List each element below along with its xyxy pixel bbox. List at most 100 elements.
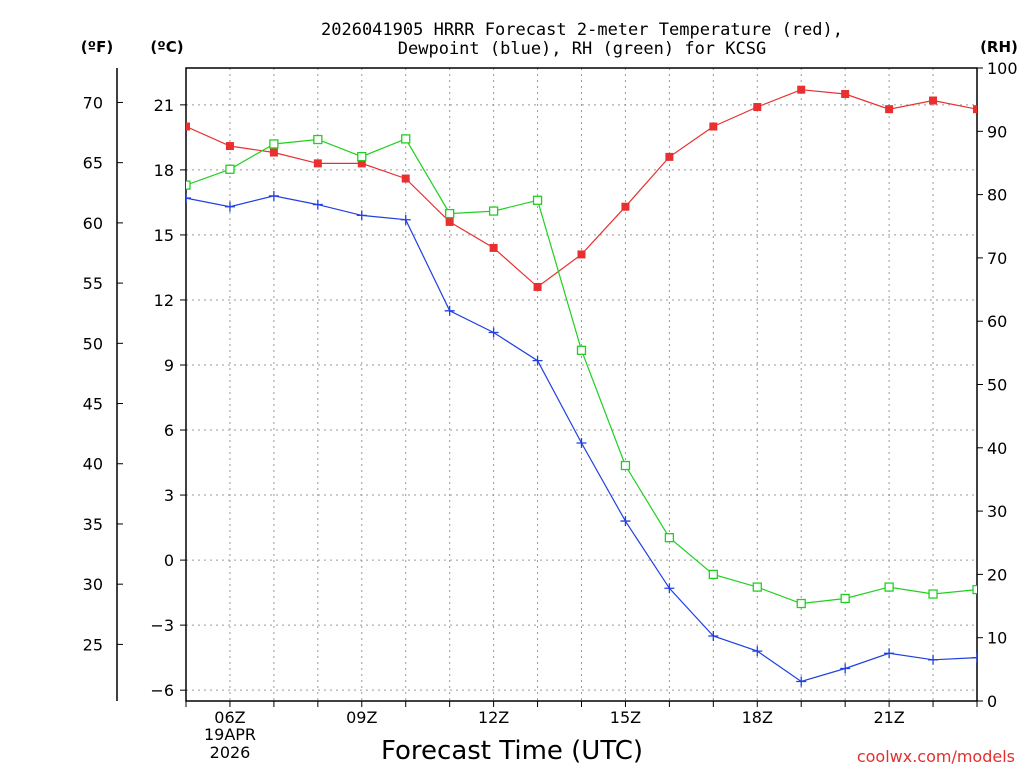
celsius-tick-label: 21 bbox=[154, 96, 174, 115]
celsius-tick-label: −3 bbox=[150, 616, 174, 635]
series-dewpoint bbox=[186, 190, 977, 687]
celsius-tick-label: 18 bbox=[154, 161, 174, 180]
rh-point bbox=[401, 134, 411, 144]
date-label-year: 2026 bbox=[210, 743, 251, 762]
celsius-tick-label: 15 bbox=[154, 226, 174, 245]
temperature-point bbox=[357, 159, 366, 168]
time-tick-label: 09Z bbox=[346, 708, 377, 727]
time-tick-label: 06Z bbox=[214, 708, 245, 727]
fahrenheit-tick-label: 45 bbox=[83, 395, 103, 414]
temperature-point bbox=[533, 282, 542, 291]
celsius-axis: 21 18 15 12 9 6 3 0 −3 −6 bbox=[150, 96, 186, 700]
fahrenheit-tick-label: 50 bbox=[83, 334, 103, 353]
rh-unit-label: (RH) bbox=[980, 38, 1018, 56]
dewpoint-point bbox=[224, 201, 235, 212]
rh-point bbox=[445, 208, 455, 219]
dewpoint-point bbox=[356, 210, 367, 221]
time-tick-label: 12Z bbox=[478, 708, 509, 727]
date-label-day: 19APR bbox=[204, 725, 256, 744]
rh-point bbox=[576, 345, 587, 355]
dewpoint-point bbox=[840, 663, 851, 674]
fahrenheit-tick-label: 35 bbox=[83, 515, 103, 534]
time-axis: 06Z 09Z 12Z 15Z 18Z 21Z bbox=[185, 701, 978, 727]
temperature-point bbox=[841, 90, 850, 99]
celsius-tick-label: 0 bbox=[164, 551, 174, 570]
dewpoint-point bbox=[400, 214, 411, 225]
series-temperature bbox=[186, 85, 977, 291]
temperature-point bbox=[489, 243, 498, 252]
temperature-point bbox=[401, 174, 410, 183]
dewpoint-point bbox=[186, 193, 191, 204]
temperature-point bbox=[753, 103, 762, 112]
rh-tick-label: 60 bbox=[987, 312, 1007, 331]
temperature-point bbox=[929, 96, 938, 105]
temperature-point bbox=[665, 152, 674, 161]
rh-point bbox=[186, 180, 191, 190]
celsius-tick-label: 9 bbox=[164, 356, 174, 375]
rh-point bbox=[840, 593, 850, 604]
rh-point bbox=[357, 151, 367, 162]
dewpoint-point bbox=[488, 327, 499, 338]
rh-point bbox=[884, 582, 894, 592]
temperature-point bbox=[577, 250, 586, 259]
rh-tick-label: 70 bbox=[987, 249, 1007, 268]
temperature-point bbox=[186, 122, 190, 131]
rh-point bbox=[664, 533, 675, 543]
dewpoint-point bbox=[664, 583, 675, 594]
grid-lines bbox=[186, 68, 977, 701]
rh-tick-label: 0 bbox=[987, 692, 997, 711]
rh-point bbox=[225, 164, 235, 174]
rh-tick-label: 40 bbox=[987, 439, 1007, 458]
temperature-point bbox=[445, 217, 454, 226]
temperature-point bbox=[313, 159, 322, 168]
rh-tick-label: 100 bbox=[987, 59, 1018, 78]
fahrenheit-tick-label: 60 bbox=[83, 214, 103, 233]
temperature-point bbox=[973, 105, 977, 114]
fahrenheit-tick-label: 55 bbox=[83, 274, 103, 293]
celsius-tick-label: 3 bbox=[164, 486, 174, 505]
plot-frame bbox=[185, 67, 978, 702]
temperature-point bbox=[885, 105, 894, 114]
fahrenheit-axis: 70 65 60 55 50 45 40 35 30 25 bbox=[83, 93, 123, 654]
celsius-tick-label: 6 bbox=[164, 421, 174, 440]
x-axis-label: Forecast Time (UTC) bbox=[381, 736, 643, 766]
rh-tick-label: 10 bbox=[987, 629, 1007, 648]
series-layer bbox=[186, 85, 977, 687]
rh-point bbox=[269, 139, 279, 149]
rh-point bbox=[532, 195, 543, 205]
celsius-unit-label: (ºC) bbox=[150, 38, 183, 56]
time-tick-label: 21Z bbox=[873, 708, 904, 727]
dewpoint-point bbox=[928, 654, 939, 665]
rh-tick-label: 50 bbox=[987, 376, 1007, 395]
celsius-tick-label: 12 bbox=[154, 291, 174, 310]
fahrenheit-tick-label: 30 bbox=[83, 575, 103, 594]
dewpoint-point bbox=[312, 199, 323, 210]
temperature-point bbox=[225, 142, 234, 151]
dewpoint-point bbox=[708, 630, 719, 641]
dewpoint-point bbox=[620, 516, 631, 527]
fahrenheit-tick-label: 65 bbox=[83, 154, 103, 173]
series-rh bbox=[186, 134, 977, 609]
temperature-point bbox=[269, 148, 278, 157]
temperature-point bbox=[621, 202, 630, 211]
series-line-rh bbox=[186, 138, 977, 605]
fahrenheit-tick-label: 40 bbox=[83, 455, 103, 474]
rh-point bbox=[972, 584, 977, 595]
rh-point bbox=[928, 589, 938, 599]
dewpoint-point bbox=[884, 648, 895, 659]
dewpoint-point bbox=[972, 652, 977, 663]
rh-point bbox=[708, 569, 718, 580]
dewpoint-point bbox=[796, 676, 807, 687]
dewpoint-point bbox=[576, 438, 587, 449]
rh-point bbox=[796, 598, 806, 609]
temperature-point bbox=[709, 122, 718, 131]
credit-link[interactable]: coolwx.com/models bbox=[857, 747, 1015, 766]
rh-point bbox=[313, 134, 323, 145]
rh-point bbox=[620, 460, 631, 471]
temperature-point bbox=[797, 85, 806, 94]
chart-title-line1: 2026041905 HRRR Forecast 2-meter Tempera… bbox=[321, 20, 843, 40]
rh-tick-label: 90 bbox=[987, 122, 1007, 141]
dewpoint-point bbox=[532, 355, 543, 366]
